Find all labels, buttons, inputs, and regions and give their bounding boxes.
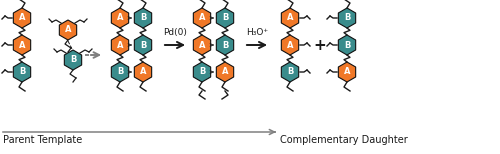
- Text: A: A: [287, 41, 293, 49]
- Polygon shape: [14, 8, 30, 28]
- Polygon shape: [282, 8, 298, 28]
- Text: Parent Template: Parent Template: [3, 135, 82, 145]
- Text: A: A: [65, 26, 71, 34]
- Text: B: B: [70, 55, 76, 65]
- Polygon shape: [194, 62, 210, 82]
- Text: Complementary Daughter: Complementary Daughter: [280, 135, 408, 145]
- Polygon shape: [194, 35, 210, 55]
- Polygon shape: [216, 8, 234, 28]
- Polygon shape: [282, 35, 298, 55]
- Polygon shape: [216, 62, 234, 82]
- Text: +: +: [314, 38, 326, 53]
- Polygon shape: [134, 8, 152, 28]
- Text: B: B: [222, 14, 228, 22]
- Text: A: A: [199, 14, 205, 22]
- Text: B: B: [19, 67, 25, 77]
- Text: Pd(0): Pd(0): [163, 28, 187, 37]
- Text: B: B: [287, 67, 293, 77]
- Text: A: A: [287, 14, 293, 22]
- Text: H₃O⁺: H₃O⁺: [246, 28, 268, 37]
- Text: A: A: [117, 14, 123, 22]
- Text: A: A: [19, 41, 25, 49]
- Text: B: B: [140, 14, 146, 22]
- Polygon shape: [112, 35, 128, 55]
- Text: A: A: [117, 41, 123, 49]
- Polygon shape: [338, 35, 355, 55]
- Text: B: B: [222, 41, 228, 49]
- Text: B: B: [117, 67, 123, 77]
- Polygon shape: [112, 8, 128, 28]
- Polygon shape: [338, 62, 355, 82]
- Text: A: A: [344, 67, 350, 77]
- Text: B: B: [140, 41, 146, 49]
- Polygon shape: [216, 35, 234, 55]
- Text: B: B: [199, 67, 205, 77]
- Text: A: A: [222, 67, 228, 77]
- Polygon shape: [194, 8, 210, 28]
- Text: B: B: [344, 14, 350, 22]
- Text: B: B: [344, 41, 350, 49]
- Polygon shape: [112, 62, 128, 82]
- Text: A: A: [140, 67, 146, 77]
- Polygon shape: [134, 35, 152, 55]
- Polygon shape: [14, 62, 30, 82]
- Polygon shape: [64, 50, 82, 70]
- Polygon shape: [14, 35, 30, 55]
- Polygon shape: [60, 20, 76, 40]
- Polygon shape: [338, 8, 355, 28]
- Polygon shape: [134, 62, 152, 82]
- Polygon shape: [282, 62, 298, 82]
- Text: A: A: [199, 41, 205, 49]
- Text: A: A: [19, 14, 25, 22]
